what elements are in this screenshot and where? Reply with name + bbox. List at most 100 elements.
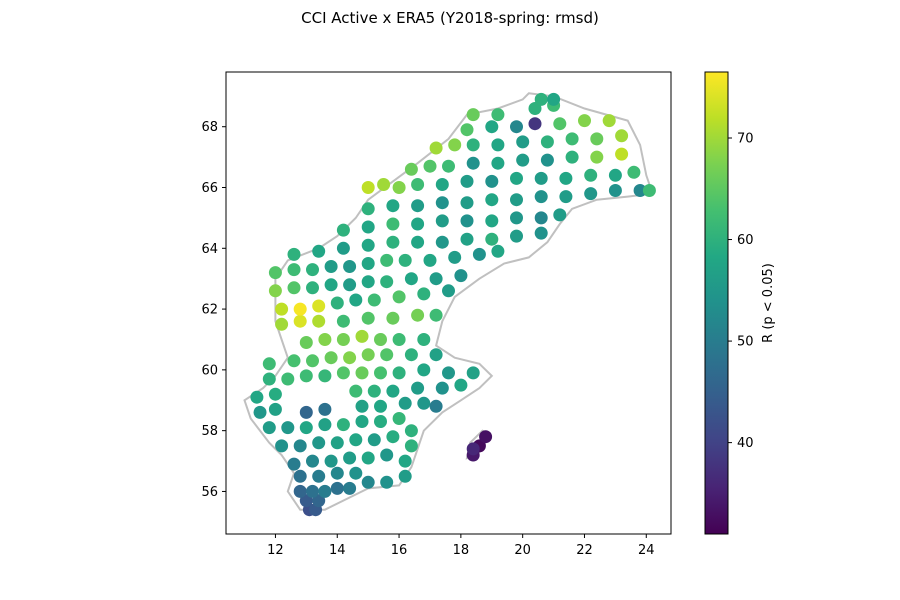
y-tick-label: 66 xyxy=(201,181,218,196)
data-point xyxy=(268,266,282,280)
x-tick-label: 16 xyxy=(391,543,408,558)
data-point xyxy=(485,232,499,246)
y-tick-label: 56 xyxy=(201,485,218,500)
data-point xyxy=(608,168,622,182)
data-point xyxy=(534,92,548,106)
data-point xyxy=(466,366,480,380)
data-point xyxy=(460,174,474,188)
data-point xyxy=(336,366,350,380)
data-point xyxy=(590,150,604,164)
data-point xyxy=(324,454,338,468)
data-point xyxy=(330,481,344,495)
data-point xyxy=(374,415,387,428)
data-point xyxy=(299,369,313,383)
data-point xyxy=(361,311,375,325)
data-point xyxy=(287,354,301,368)
data-point xyxy=(510,229,523,243)
data-point xyxy=(268,402,282,416)
data-point xyxy=(485,120,499,134)
data-point xyxy=(293,484,307,498)
data-point xyxy=(293,314,307,328)
data-point xyxy=(343,451,357,465)
data-point xyxy=(404,439,418,453)
data-point xyxy=(343,481,357,495)
data-point xyxy=(299,421,313,435)
data-point xyxy=(460,196,474,210)
data-point xyxy=(448,250,462,264)
data-point xyxy=(367,293,381,307)
data-point xyxy=(466,156,480,170)
data-point xyxy=(435,214,449,228)
data-point xyxy=(275,302,289,316)
data-point xyxy=(324,278,338,292)
data-point xyxy=(404,424,418,438)
x-tick-label: 18 xyxy=(453,543,470,558)
data-point xyxy=(429,308,443,322)
data-point xyxy=(411,178,425,191)
data-point xyxy=(392,366,406,380)
data-point xyxy=(429,272,443,286)
data-point xyxy=(404,348,418,362)
data-point xyxy=(590,132,604,146)
data-point xyxy=(485,174,499,188)
data-point xyxy=(355,415,369,428)
y-tick-label: 58 xyxy=(201,424,218,439)
data-point xyxy=(312,494,326,508)
data-point xyxy=(380,253,394,267)
data-point xyxy=(633,184,647,197)
data-point xyxy=(479,430,493,444)
data-point xyxy=(392,181,406,194)
data-point xyxy=(374,399,387,413)
data-point xyxy=(306,454,319,468)
data-point xyxy=(306,484,319,498)
data-point xyxy=(429,141,443,155)
data-point xyxy=(454,378,468,392)
data-point xyxy=(281,372,295,386)
data-point xyxy=(491,108,505,122)
data-point xyxy=(435,381,449,395)
data-point xyxy=(386,235,400,249)
data-point xyxy=(355,329,369,343)
data-point xyxy=(343,260,357,273)
data-point xyxy=(336,418,350,432)
y-tick-label: 64 xyxy=(201,242,218,257)
data-point xyxy=(559,171,573,185)
data-point xyxy=(547,92,561,106)
data-point xyxy=(299,405,313,419)
data-point xyxy=(262,372,276,386)
data-point xyxy=(559,190,573,204)
data-point xyxy=(442,159,455,173)
y-tick-label: 68 xyxy=(201,120,218,135)
data-point xyxy=(602,114,616,128)
data-points xyxy=(250,92,656,517)
data-point xyxy=(312,469,326,483)
data-point xyxy=(417,333,431,346)
data-point xyxy=(491,244,505,258)
data-point xyxy=(318,418,332,432)
data-point xyxy=(318,402,332,416)
data-point xyxy=(293,469,307,483)
data-point xyxy=(349,384,363,398)
data-point xyxy=(460,232,474,246)
x-tick-label: 22 xyxy=(576,543,593,558)
data-point xyxy=(386,311,400,325)
data-point xyxy=(553,208,567,222)
data-point xyxy=(374,366,387,380)
data-point xyxy=(380,348,394,362)
figure-title: CCI Active x ERA5 (Y2018-spring: rmsd) xyxy=(301,9,599,27)
y-axis: 56 58 60 62 64 66 68 xyxy=(201,120,226,500)
data-point xyxy=(510,193,523,207)
data-point xyxy=(380,275,394,289)
data-point xyxy=(398,396,412,410)
data-point xyxy=(435,235,449,249)
data-point xyxy=(429,348,443,362)
data-point xyxy=(361,475,375,489)
data-point xyxy=(435,196,449,210)
data-point xyxy=(534,226,548,240)
data-point xyxy=(429,399,443,413)
data-point xyxy=(380,448,394,462)
data-point xyxy=(355,366,369,380)
data-point xyxy=(343,351,357,365)
data-point xyxy=(287,457,301,471)
data-point xyxy=(584,187,598,201)
